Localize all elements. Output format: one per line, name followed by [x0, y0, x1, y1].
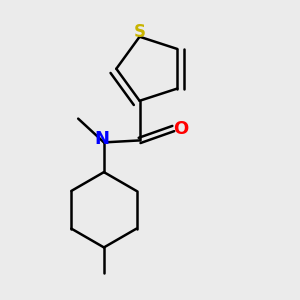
- Text: N: N: [94, 130, 110, 148]
- Text: S: S: [134, 23, 146, 41]
- Text: O: O: [174, 119, 189, 137]
